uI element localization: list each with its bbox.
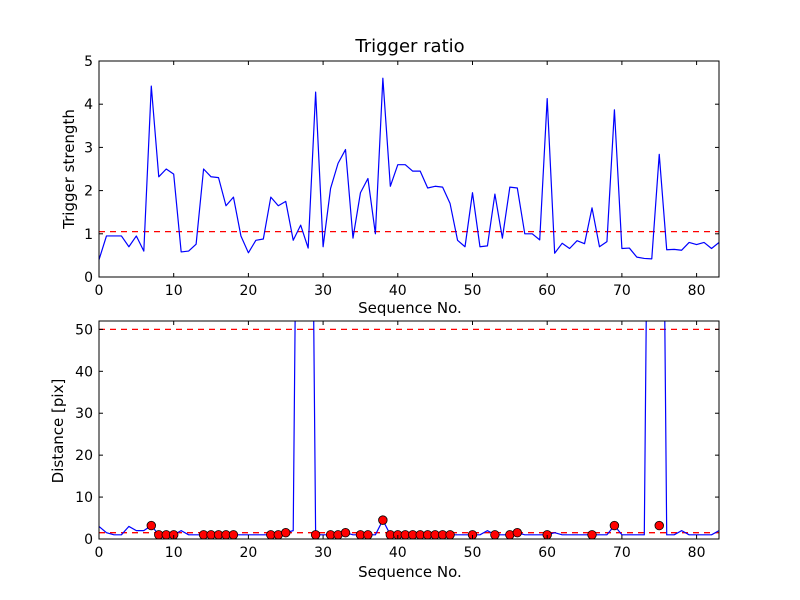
plot-area: 0 10 20 30 40 50 60 70 80 0 10 20 30 40 50 bbox=[75, 320, 720, 561]
x-tick-label: 30 bbox=[314, 545, 332, 561]
series-line bbox=[99, 77, 719, 260]
data-point bbox=[378, 515, 388, 525]
plot-background bbox=[99, 321, 719, 539]
data-point bbox=[490, 530, 500, 539]
x-tick-label: 0 bbox=[95, 545, 104, 561]
y-tick-label: 3 bbox=[84, 140, 93, 156]
x-tick-label: 60 bbox=[538, 283, 556, 299]
y-tick-label: 40 bbox=[75, 364, 93, 380]
data-point bbox=[654, 520, 664, 531]
y-tick-label: 30 bbox=[75, 406, 93, 422]
data-point bbox=[363, 530, 373, 539]
x-tick-label: 20 bbox=[239, 545, 257, 561]
y-tick-label: 5 bbox=[84, 54, 93, 70]
data-point bbox=[310, 530, 321, 539]
data-point bbox=[281, 528, 291, 538]
y-axis-label: Distance [pix] bbox=[49, 379, 67, 484]
plot-clip-group bbox=[99, 321, 719, 539]
x-tick-label: 10 bbox=[165, 283, 183, 299]
x-tick-label: 80 bbox=[688, 283, 706, 299]
data-point bbox=[146, 520, 156, 531]
chart-title: Trigger ratio bbox=[354, 36, 464, 57]
x-tick-label: 10 bbox=[165, 545, 183, 561]
data-point bbox=[228, 530, 239, 539]
data-point bbox=[542, 530, 552, 539]
y-tick-label: 0 bbox=[84, 270, 93, 286]
y-tick-label: 50 bbox=[75, 322, 93, 338]
data-point bbox=[609, 520, 620, 531]
trigger-ratio-chart: Trigger ratio Sequence No. Trigger stren… bbox=[60, 36, 720, 317]
y-axis-label: Trigger strength bbox=[60, 109, 78, 230]
y-tick-label: 2 bbox=[84, 184, 93, 200]
data-point bbox=[340, 528, 351, 538]
x-tick-label: 30 bbox=[314, 283, 332, 299]
y-tick-label: 20 bbox=[75, 448, 93, 464]
data-point bbox=[445, 530, 455, 539]
y-tick-label: 10 bbox=[75, 490, 93, 506]
x-tick-label: 40 bbox=[389, 545, 407, 561]
data-point bbox=[512, 528, 523, 538]
plot-clip-group bbox=[99, 77, 719, 260]
x-tick-label: 0 bbox=[95, 283, 104, 299]
distance-chart: Sequence No. Distance [pix] 0 10 20 30 40 50 6… bbox=[49, 320, 720, 581]
data-point bbox=[169, 530, 179, 539]
x-tick-label: 20 bbox=[239, 283, 257, 299]
x-axis-label: Sequence No. bbox=[358, 563, 462, 581]
y-tick-label: 4 bbox=[84, 97, 93, 113]
plot-frame bbox=[98, 60, 720, 278]
x-tick-label: 50 bbox=[464, 545, 482, 561]
y-tick-label: 0 bbox=[84, 532, 93, 548]
data-point bbox=[587, 530, 597, 539]
plot-frame bbox=[98, 320, 720, 540]
x-tick-label: 50 bbox=[464, 283, 482, 299]
data-point bbox=[467, 530, 478, 539]
x-axis-label: Sequence No. bbox=[358, 299, 462, 317]
x-tick-label: 80 bbox=[688, 545, 706, 561]
x-tick-label: 40 bbox=[389, 283, 407, 299]
x-tick-label: 60 bbox=[538, 545, 556, 561]
x-tick-label: 70 bbox=[613, 545, 631, 561]
plot-background bbox=[99, 61, 719, 277]
plot-area: 0 10 20 30 40 50 60 70 80 0 1 2 3 4 5 bbox=[84, 54, 720, 299]
x-tick-label: 70 bbox=[613, 283, 631, 299]
y-tick-label: 1 bbox=[84, 227, 93, 243]
